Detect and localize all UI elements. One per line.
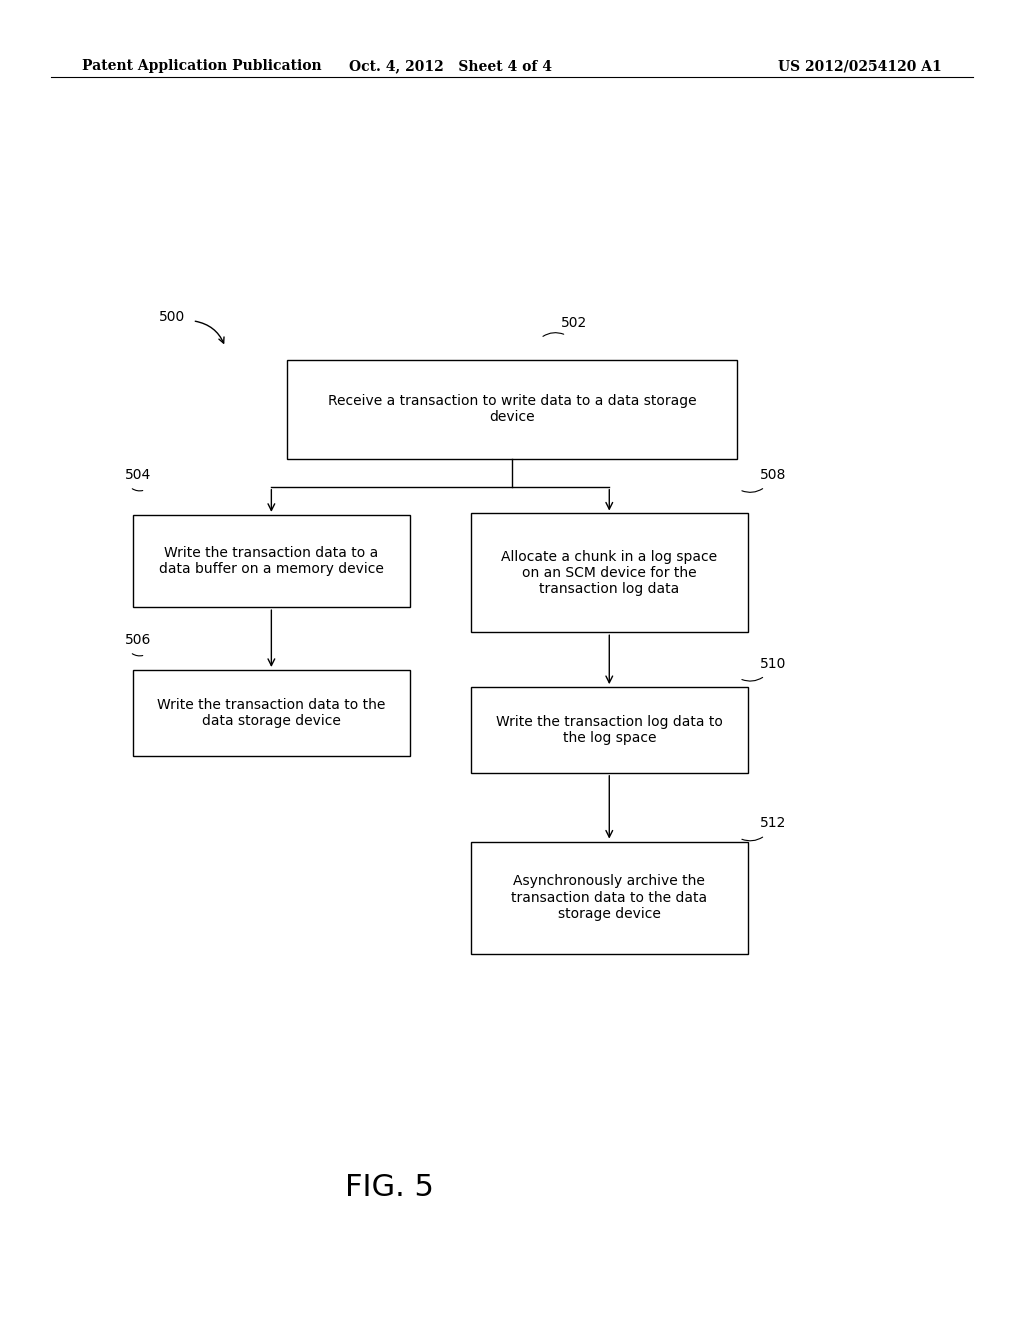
FancyBboxPatch shape (471, 513, 748, 632)
FancyBboxPatch shape (133, 515, 410, 607)
Text: 510: 510 (760, 656, 786, 671)
Text: Oct. 4, 2012   Sheet 4 of 4: Oct. 4, 2012 Sheet 4 of 4 (349, 59, 552, 74)
Text: 500: 500 (159, 310, 185, 323)
Text: Patent Application Publication: Patent Application Publication (82, 59, 322, 74)
Text: Receive a transaction to write data to a data storage
device: Receive a transaction to write data to a… (328, 395, 696, 424)
Text: Asynchronously archive the
transaction data to the data
storage device: Asynchronously archive the transaction d… (511, 874, 708, 921)
FancyBboxPatch shape (471, 686, 748, 774)
Text: Write the transaction data to a
data buffer on a memory device: Write the transaction data to a data buf… (159, 546, 384, 576)
Text: 508: 508 (760, 467, 786, 482)
Text: 512: 512 (760, 816, 786, 830)
Text: 506: 506 (125, 632, 152, 647)
FancyBboxPatch shape (471, 842, 748, 953)
Text: Write the transaction data to the
data storage device: Write the transaction data to the data s… (157, 698, 386, 727)
Text: 504: 504 (125, 467, 152, 482)
Text: Write the transaction log data to
the log space: Write the transaction log data to the lo… (496, 715, 723, 744)
FancyBboxPatch shape (133, 671, 410, 755)
Text: US 2012/0254120 A1: US 2012/0254120 A1 (778, 59, 942, 74)
FancyBboxPatch shape (287, 360, 737, 459)
Text: FIG. 5: FIG. 5 (345, 1173, 433, 1203)
Text: 502: 502 (561, 315, 588, 330)
Text: Allocate a chunk in a log space
on an SCM device for the
transaction log data: Allocate a chunk in a log space on an SC… (501, 549, 718, 597)
